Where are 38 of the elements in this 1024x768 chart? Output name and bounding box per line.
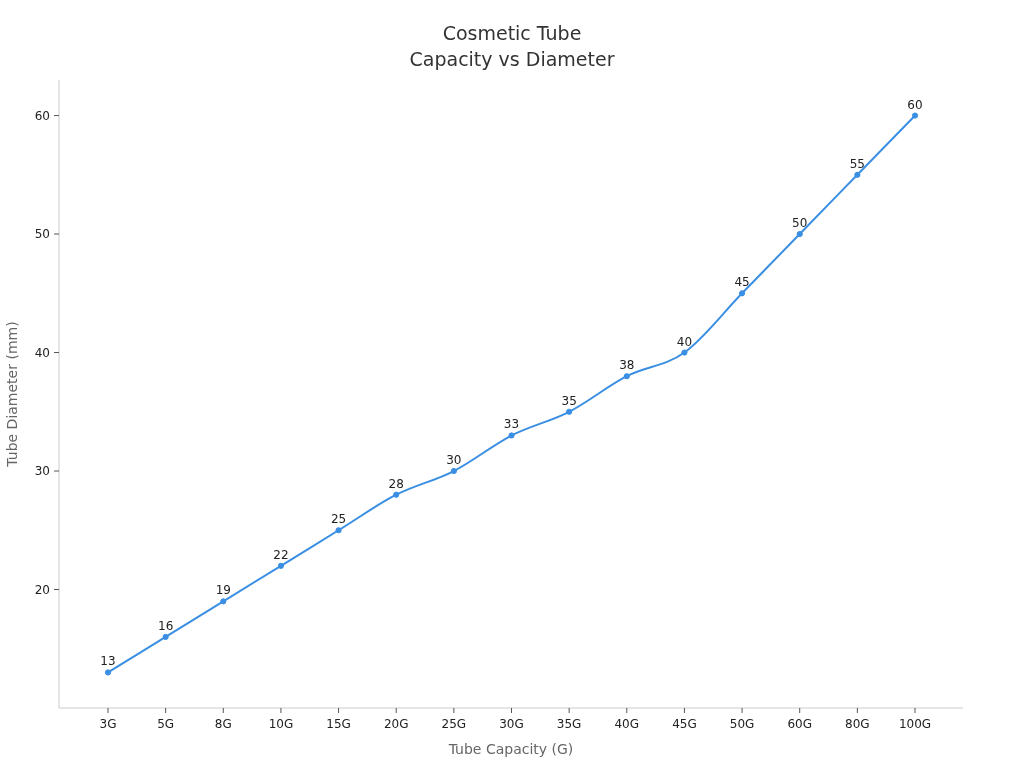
x-tick-label: 15G xyxy=(326,716,351,731)
x-tick-label: 100G xyxy=(898,716,932,731)
chart-title: Cosmetic Tube Capacity vs Diameter xyxy=(408,21,616,72)
data-label: 30 xyxy=(446,453,462,468)
x-tick-label: 5G xyxy=(157,716,175,731)
data-label: 19 xyxy=(215,583,231,598)
y-axis-title: Tube Diameter (mm) xyxy=(3,320,21,469)
x-tick-label: 30G xyxy=(499,716,524,731)
data-label: 50 xyxy=(792,216,808,231)
data-label: 40 xyxy=(676,334,693,349)
y-tick-label: 20 xyxy=(34,582,50,597)
data-label: 60 xyxy=(907,97,923,112)
data-label: 33 xyxy=(503,417,520,432)
data-label: 16 xyxy=(158,618,174,633)
x-tick-label: 50G xyxy=(729,716,755,731)
x-tick-label: 60G xyxy=(787,716,812,731)
x-tick-label: 20G xyxy=(383,716,409,731)
data-label: 38 xyxy=(619,358,635,373)
x-tick-label: 8G xyxy=(214,716,232,731)
x-tick-label: 40G xyxy=(614,716,640,731)
data-label: 35 xyxy=(561,393,577,408)
x-tick-label: 10G xyxy=(268,716,294,731)
x-axis-title: Tube Capacity (G) xyxy=(447,741,575,757)
data-label: 45 xyxy=(734,275,750,290)
x-tick-label: 3G xyxy=(99,716,117,731)
y-tick-label: 30 xyxy=(34,464,50,479)
x-tick-label: 25G xyxy=(441,716,467,731)
x-tick-label: 80G xyxy=(845,716,870,731)
x-tick-label: 35G xyxy=(556,716,582,731)
data-label: 13 xyxy=(100,654,116,669)
y-tick-label: 40 xyxy=(34,345,50,360)
x-tick-label: 45G xyxy=(672,716,697,731)
data-label: 25 xyxy=(330,512,347,527)
data-label: 22 xyxy=(273,547,289,562)
data-label: 28 xyxy=(388,476,404,491)
data-label: 55 xyxy=(849,156,865,171)
y-tick-label: 50 xyxy=(34,227,50,242)
y-tick-label: 60 xyxy=(34,108,50,123)
